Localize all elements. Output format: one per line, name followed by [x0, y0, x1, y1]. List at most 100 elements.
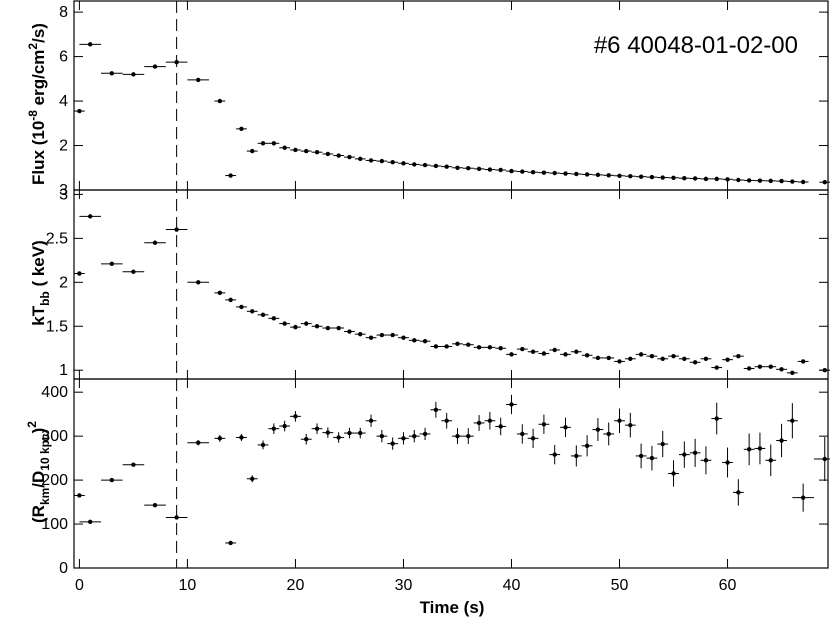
data-point-flux	[401, 161, 406, 166]
data-point-radius	[228, 540, 233, 546]
data-point-kT	[412, 338, 417, 343]
data-point-kT	[250, 309, 255, 314]
data-point-radius	[638, 453, 644, 459]
data-point-kT	[563, 352, 568, 357]
data-point-kT	[293, 324, 298, 330]
data-point-kT	[606, 355, 611, 361]
data-point-flux	[444, 164, 449, 169]
data-point-radius	[779, 438, 784, 443]
data-point-kT	[131, 269, 136, 274]
data-point-radius	[282, 423, 287, 429]
data-point-kT	[520, 346, 525, 352]
x-tick-label: 0	[75, 577, 84, 594]
data-point-radius	[109, 477, 115, 483]
data-point-flux	[368, 158, 374, 163]
data-point-flux	[725, 177, 730, 182]
data-point-flux	[455, 165, 460, 170]
data-point-flux	[584, 172, 590, 177]
data-point-radius	[401, 436, 406, 441]
data-point-radius	[800, 495, 806, 500]
data-point-flux	[790, 179, 795, 184]
data-point-radius	[822, 456, 827, 462]
data-point-kT	[509, 352, 514, 357]
data-point-flux	[660, 175, 665, 180]
data-point-kT	[725, 357, 730, 362]
y-tick-label-flux: 4	[59, 93, 68, 110]
data-point-flux	[314, 150, 320, 155]
data-point-kT	[779, 367, 784, 372]
data-point-flux	[217, 98, 223, 104]
data-point-flux	[174, 59, 179, 65]
data-point-radius	[196, 440, 201, 445]
axis-title-part: 2	[25, 421, 39, 428]
data-point-kT	[390, 332, 395, 338]
data-point-kT	[379, 332, 385, 338]
data-point-flux	[703, 176, 709, 182]
axis-title-part: (R	[29, 505, 48, 523]
y-tick-label-flux: 8	[59, 4, 68, 21]
data-point-kT	[347, 329, 352, 334]
axis-title-part: 2	[26, 43, 40, 50]
data-point-flux	[638, 174, 644, 179]
data-point-kT	[314, 324, 320, 329]
data-point-kT	[746, 366, 752, 371]
data-point-radius	[682, 452, 687, 457]
data-point-radius	[314, 426, 320, 431]
data-point-radius	[379, 433, 385, 439]
data-point-radius	[574, 453, 579, 459]
data-point-kT	[260, 312, 266, 318]
data-point-radius	[433, 407, 439, 412]
x-tick-label: 60	[719, 577, 737, 594]
data-point-flux	[476, 166, 482, 172]
y-tick-label-radius: 300	[41, 428, 68, 445]
data-point-kT	[790, 370, 795, 376]
y-tick-label-flux: 3	[59, 182, 68, 199]
data-point-radius	[455, 433, 460, 439]
data-point-kT	[217, 290, 223, 296]
data-point-radius	[595, 427, 601, 432]
data-point-radius	[768, 458, 773, 463]
data-point-flux	[239, 126, 244, 132]
data-point-kT	[638, 352, 644, 357]
data-point-flux	[671, 175, 676, 180]
data-point-radius	[260, 442, 266, 448]
data-point-kT	[617, 359, 622, 364]
data-point-radius	[347, 430, 352, 436]
data-point-radius	[617, 418, 622, 423]
data-point-flux	[822, 180, 827, 185]
data-point-radius	[520, 431, 525, 437]
data-point-kT	[800, 359, 806, 364]
data-point-flux	[682, 176, 687, 181]
data-point-radius	[487, 418, 493, 423]
data-point-flux	[574, 171, 579, 177]
panel-frames	[73, 0, 829, 569]
data-point-radius	[660, 441, 665, 447]
data-point-flux	[109, 71, 115, 76]
data-point-flux	[336, 153, 341, 158]
data-point-radius	[444, 418, 449, 423]
data-point-radius	[736, 490, 741, 495]
data-point-kT	[649, 353, 655, 359]
y-tick-label-radius: 400	[41, 384, 68, 401]
data-point-flux	[509, 168, 514, 174]
data-point-flux	[358, 156, 363, 162]
panel-frame-flux	[73, 0, 829, 191]
data-point-kT	[325, 325, 331, 331]
data-point-radius	[692, 450, 698, 456]
data-point-flux	[347, 154, 352, 160]
data-point-radius	[336, 435, 341, 440]
data-point-flux	[757, 178, 763, 183]
data-point-kT	[196, 280, 201, 285]
data-point-kT	[541, 351, 547, 356]
data-point-flux	[228, 173, 233, 178]
data-point-kT	[487, 345, 493, 350]
data-point-kT	[671, 353, 676, 359]
data-point-flux	[282, 145, 287, 150]
data-point-kT	[595, 355, 601, 361]
x-tick-label: 10	[179, 577, 197, 594]
data-point-kT	[757, 364, 763, 369]
y-axis-title-radius: (Rkm/D10 kpc)2	[25, 421, 52, 523]
data-point-flux	[77, 108, 82, 114]
data-point-radius	[498, 424, 503, 429]
